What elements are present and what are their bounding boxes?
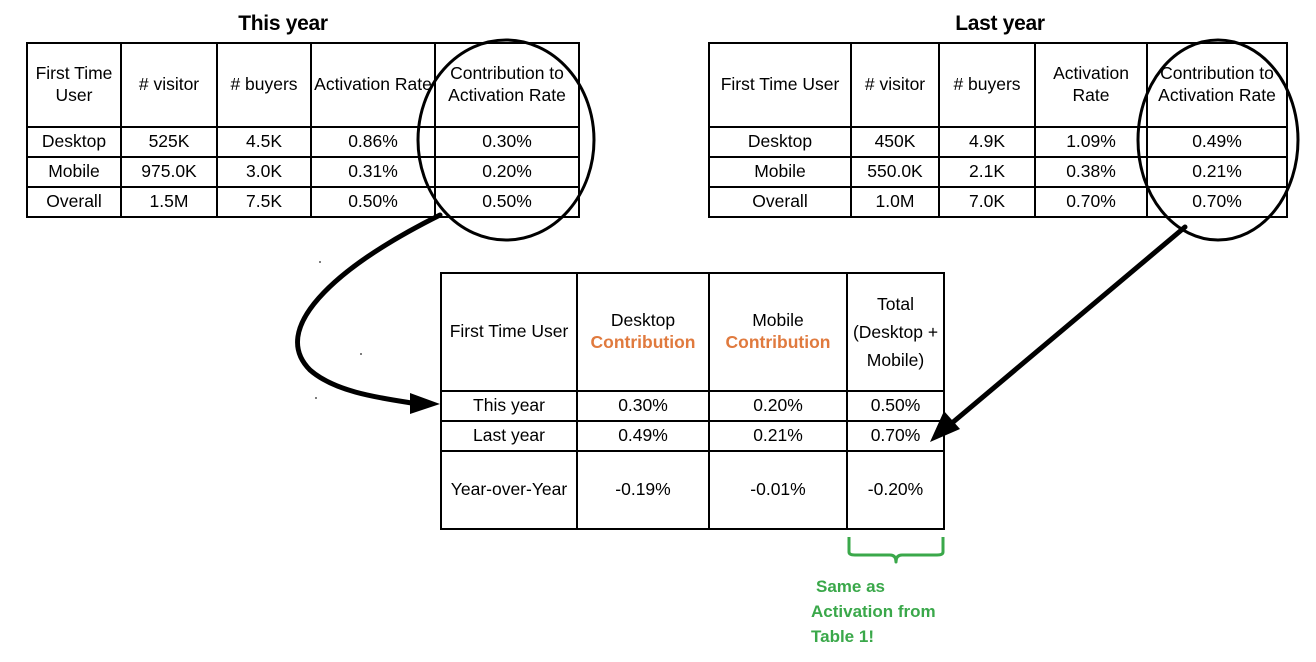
table-row: Last year 0.49% 0.21% 0.70% — [440, 420, 945, 452]
header-cell: # buyers — [216, 42, 312, 128]
table-cell: -0.20% — [846, 450, 945, 530]
header-cell-mobile: Mobile Contribution — [708, 272, 848, 392]
table-cell: Year-over-Year — [440, 450, 578, 530]
header-cell-desktop: Desktop Contribution — [576, 272, 710, 392]
header-cell: # buyers — [938, 42, 1036, 128]
header-cell: Activation Rate — [1034, 42, 1148, 128]
header-cell: Activation Rate — [310, 42, 436, 128]
table-header-row: First Time User # visitor # buyers Activ… — [708, 42, 1288, 128]
header-cell: First Time User — [440, 272, 578, 392]
table-cell: 0.86% — [310, 126, 436, 158]
table-cell: 0.31% — [310, 156, 436, 188]
table-cell: 0.50% — [434, 186, 580, 218]
table-cell: 4.9K — [938, 126, 1036, 158]
table-cell: 7.5K — [216, 186, 312, 218]
table-cell: -0.01% — [708, 450, 848, 530]
table-cell: 2.1K — [938, 156, 1036, 188]
note-line: Table 1! — [811, 627, 874, 646]
table-cell: 0.21% — [1146, 156, 1288, 188]
table-row: Mobile 550.0K 2.1K 0.38% 0.21% — [708, 156, 1288, 188]
stray-dot — [360, 353, 362, 355]
mobile-header-label: Mobile — [752, 310, 804, 331]
table-cell: 525K — [120, 126, 218, 158]
table-cell: 0.50% — [310, 186, 436, 218]
table-row: Mobile 975.0K 3.0K 0.31% 0.20% — [26, 156, 580, 188]
table-row: Desktop 525K 4.5K 0.86% 0.30% — [26, 126, 580, 158]
table-cell: 1.5M — [120, 186, 218, 218]
this-year-table: First Time User # visitor # buyers Activ… — [26, 42, 580, 218]
note-line: Activation from — [811, 602, 936, 621]
header-cell: # visitor — [850, 42, 940, 128]
table-cell: 0.30% — [576, 390, 710, 422]
table-cell: Desktop — [708, 126, 852, 158]
header-cell: # visitor — [120, 42, 218, 128]
table-cell: This year — [440, 390, 578, 422]
table-cell: 0.30% — [434, 126, 580, 158]
table-cell: -0.19% — [576, 450, 710, 530]
table-row: This year 0.30% 0.20% 0.50% — [440, 390, 945, 422]
table-row: Desktop 450K 4.9K 1.09% 0.49% — [708, 126, 1288, 158]
note-line: Same as — [816, 577, 885, 596]
this-year-arrow — [295, 212, 443, 406]
table-cell: 0.21% — [708, 420, 848, 452]
last-year-arrowhead — [930, 411, 960, 442]
table-row: Overall 1.0M 7.0K 0.70% 0.70% — [708, 186, 1288, 218]
last-year-arrow — [949, 224, 1188, 426]
summary-table: First Time User Desktop Contribution Mob… — [440, 272, 945, 530]
table-cell: 0.70% — [846, 420, 945, 452]
header-cell: First Time User — [26, 42, 122, 128]
table-cell: 0.38% — [1034, 156, 1148, 188]
header-cell: First Time User — [708, 42, 852, 128]
last-year-contribution-circle — [1136, 38, 1300, 242]
desktop-header-label: Desktop — [610, 310, 676, 331]
header-cell: Contribution to Activation Rate — [1146, 42, 1288, 128]
table-cell: Mobile — [708, 156, 852, 188]
table-cell: Overall — [708, 186, 852, 218]
table-cell: Desktop — [26, 126, 122, 158]
mobile-contribution-label: Contribution — [725, 332, 831, 352]
table-cell: 0.20% — [708, 390, 848, 422]
this-year-arrowhead — [410, 393, 440, 414]
this-year-contribution-circle — [416, 38, 596, 242]
table-cell: 975.0K — [120, 156, 218, 188]
table-row: Overall 1.5M 7.5K 0.50% 0.50% — [26, 186, 580, 218]
last-year-table: First Time User # visitor # buyers Activ… — [708, 42, 1288, 218]
table-cell: 0.70% — [1146, 186, 1288, 218]
table-cell: 3.0K — [216, 156, 312, 188]
table-cell: 0.49% — [576, 420, 710, 452]
table-cell: 4.5K — [216, 126, 312, 158]
table-row: Year-over-Year -0.19% -0.01% -0.20% — [440, 450, 945, 530]
stray-dot — [319, 261, 321, 263]
table-cell: 0.70% — [1034, 186, 1148, 218]
this-year-title: This year — [238, 12, 328, 35]
table-cell: 0.20% — [434, 156, 580, 188]
table-cell: 0.49% — [1146, 126, 1288, 158]
table-cell: 1.0M — [850, 186, 940, 218]
table-cell: 550.0K — [850, 156, 940, 188]
stray-dot — [315, 397, 317, 399]
table-cell: Overall — [26, 186, 122, 218]
table-cell: 0.50% — [846, 390, 945, 422]
last-year-title: Last year — [955, 12, 1045, 35]
table-header-row: First Time User Desktop Contribution Mob… — [440, 272, 945, 392]
table-cell: Mobile — [26, 156, 122, 188]
desktop-contribution-label: Contribution — [590, 332, 696, 352]
table-cell: 7.0K — [938, 186, 1036, 218]
table-cell: Last year — [440, 420, 578, 452]
table-cell: 450K — [850, 126, 940, 158]
header-cell: Total (Desktop + Mobile) — [846, 272, 945, 392]
table-cell: 1.09% — [1034, 126, 1148, 158]
green-note: Same as Activation from Table 1! — [811, 574, 991, 649]
green-brace-icon — [847, 537, 945, 564]
